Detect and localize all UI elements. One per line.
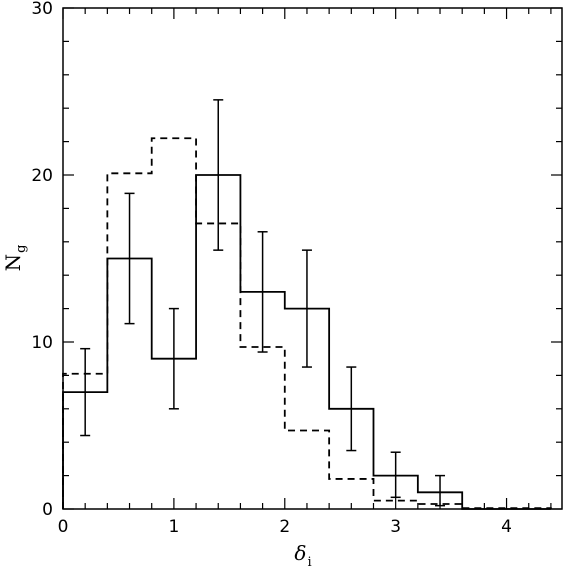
error-bar (80, 347, 91, 437)
error-bar (346, 366, 357, 452)
error-bar (124, 192, 135, 325)
x-tick-label: 0 (58, 517, 69, 537)
x-tick-label: 3 (390, 517, 401, 537)
error-bar (435, 474, 446, 507)
y-tick-label: 0 (42, 500, 53, 520)
histogram-dashed-line (62, 137, 552, 510)
axis-ticks (62, 7, 562, 510)
x-tick-label: 2 (279, 517, 290, 537)
error-bar (213, 99, 224, 251)
x-tick-label: 4 (501, 517, 512, 537)
y-tick-label: 10 (31, 333, 53, 353)
x-tick-labels: 0 1 2 3 4 (58, 517, 512, 537)
y-axis-label: Ng (1, 245, 29, 272)
plot-frame (62, 7, 563, 510)
x-axis-label: δi (294, 541, 311, 570)
x-tick-label: 1 (168, 517, 179, 537)
error-bar (390, 451, 401, 499)
y-tick-label: 30 (31, 0, 53, 19)
y-tick-labels: 0 10 20 30 (31, 0, 53, 520)
error-bars (80, 99, 446, 507)
error-bar (301, 249, 312, 368)
error-bar (168, 307, 179, 410)
error-bar (257, 231, 268, 353)
y-tick-label: 20 (31, 166, 53, 186)
